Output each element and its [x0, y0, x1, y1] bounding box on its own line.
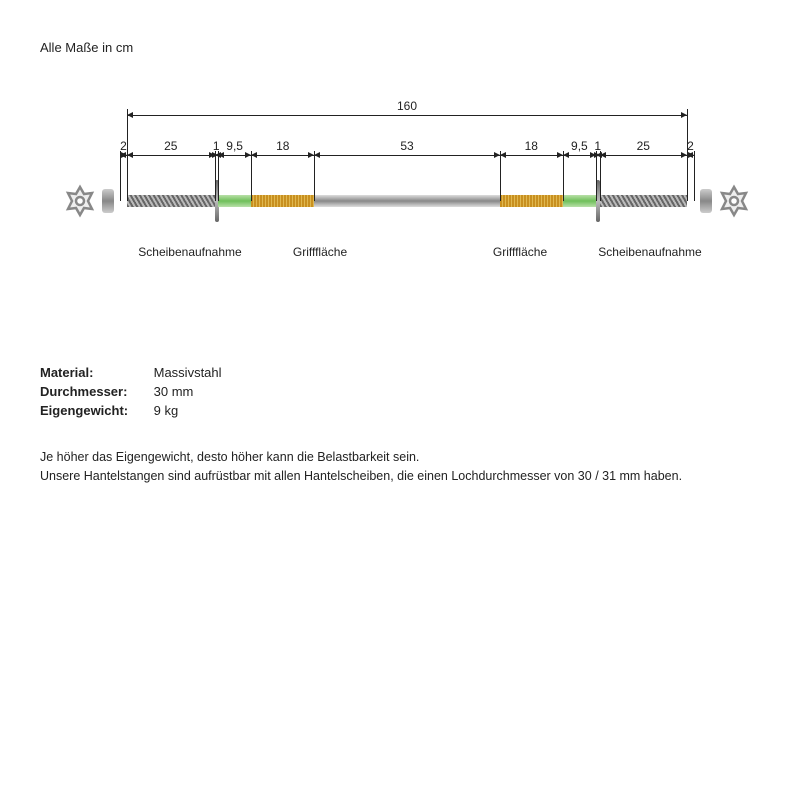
spec-material: Material: Massivstahl [40, 365, 770, 380]
bar-green-band [563, 195, 596, 207]
notes-block: Je höher das Eigengewicht, desto höher k… [40, 448, 770, 486]
spec-diameter-value: 30 mm [154, 384, 194, 399]
bar-grip-knurl [500, 195, 563, 207]
dimension-arrow-icon [681, 112, 687, 118]
dimension-arrow-icon [218, 152, 224, 158]
dimension-label: 18 [525, 139, 538, 153]
spec-diameter-label: Durchmesser: [40, 384, 150, 399]
dimension-tick [500, 151, 501, 201]
spec-material-value: Massivstahl [154, 365, 222, 380]
specs-block: Material: Massivstahl Durchmesser: 30 mm… [40, 365, 770, 418]
dimension-line [127, 115, 687, 116]
dimension-label: 18 [276, 139, 289, 153]
dimension-line [500, 155, 563, 156]
dimension-arrow-icon [600, 152, 606, 158]
dimension-tick [600, 151, 601, 201]
spec-weight: Eigengewicht: 9 kg [40, 403, 770, 418]
dimension-line [251, 155, 314, 156]
dimension-arrow-icon [251, 152, 257, 158]
bar-threaded [600, 195, 688, 207]
spec-material-label: Material [40, 365, 89, 380]
dimension-tick [596, 151, 597, 201]
spec-diameter: Durchmesser: 30 mm [40, 384, 770, 399]
units-note: Alle Maße in cm [40, 40, 770, 55]
star-nut-icon [62, 183, 98, 219]
dimension-arrow-icon [314, 152, 320, 158]
dimension-tick [251, 151, 252, 201]
dimension-arrow-icon [127, 112, 133, 118]
dimension-label: 160 [397, 99, 417, 113]
bar-green-band [218, 195, 251, 207]
dimension-line [600, 155, 688, 156]
dimension-tick [563, 151, 564, 201]
note-line-2: Unsere Hantelstangen sind aufrüstbar mit… [40, 467, 770, 486]
dimension-tick [218, 151, 219, 201]
dimension-tick [127, 151, 128, 201]
bar-threaded [127, 195, 215, 207]
bar-smooth [314, 195, 500, 207]
spacer-left [102, 189, 114, 213]
dimension-label: 25 [637, 139, 650, 153]
dimension-label: 9,5 [571, 139, 588, 153]
label-griff-right: Grifffläche [493, 245, 547, 259]
dimension-label: 25 [164, 139, 177, 153]
dimension-tick [120, 151, 121, 201]
dimension-arrow-icon [563, 152, 569, 158]
bar-grip-knurl [251, 195, 314, 207]
dimension-line [127, 155, 215, 156]
star-nut-left [62, 183, 98, 219]
star-nut-icon [716, 183, 752, 219]
dimension-label: 2 [687, 139, 694, 153]
label-scheiben-left: Scheibenaufnahme [138, 245, 241, 259]
dimension-tick [687, 151, 688, 201]
dimension-label: 2 [120, 139, 127, 153]
barbell-diagram: Scheibenaufnahme Grifffläche Grifffläche… [30, 85, 770, 285]
label-griff-left: Grifffläche [293, 245, 347, 259]
dimension-arrow-icon [500, 152, 506, 158]
dimension-tick [314, 151, 315, 201]
dimension-arrow-icon [127, 152, 133, 158]
spec-weight-label: Eigengewicht: [40, 403, 150, 418]
dimension-line [314, 155, 500, 156]
spacer-right [700, 189, 712, 213]
dimension-tick [694, 151, 695, 201]
dimension-label: 53 [400, 139, 413, 153]
dimension-label: 9,5 [226, 139, 243, 153]
note-line-1: Je höher das Eigengewicht, desto höher k… [40, 448, 770, 467]
dimension-tick [215, 151, 216, 201]
star-nut-right [716, 183, 752, 219]
spec-weight-value: 9 kg [154, 403, 179, 418]
label-scheiben-right: Scheibenaufnahme [598, 245, 701, 259]
